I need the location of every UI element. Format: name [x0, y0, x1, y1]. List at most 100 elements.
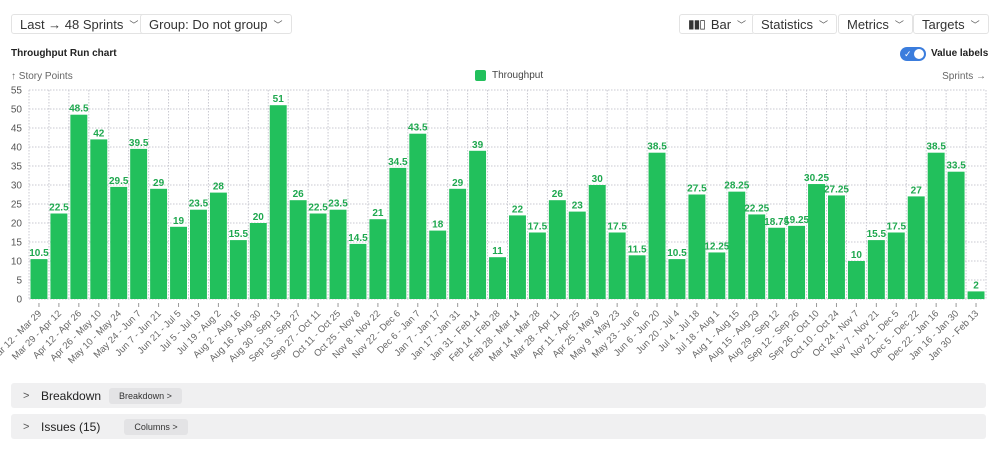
bar — [429, 230, 447, 299]
y-tick-label: 10 — [11, 257, 23, 268]
bar-value-label: 20 — [253, 212, 265, 223]
bar — [907, 196, 925, 299]
bar-value-label: 29 — [153, 178, 165, 189]
bar — [947, 171, 965, 299]
chart-title: Throughput Run chart — [11, 48, 117, 59]
bar — [548, 200, 566, 299]
statistics-label: Statistics — [761, 16, 814, 32]
chart-type-dropdown[interactable]: ▮▮▯ Bar ﹀ — [679, 14, 756, 34]
bar — [748, 214, 766, 299]
bar — [389, 167, 407, 299]
bar — [648, 152, 666, 299]
bar — [967, 291, 985, 299]
bar — [30, 259, 48, 299]
x-axis-label: Sprints → — [942, 71, 986, 82]
bar — [509, 215, 526, 299]
bar-value-label: 22.25 — [744, 203, 769, 214]
targets-label: Targets — [922, 16, 965, 32]
bar — [50, 213, 68, 299]
bar — [768, 227, 786, 299]
bar — [150, 188, 168, 299]
bar — [269, 105, 287, 299]
bar-value-label: 27.25 — [824, 184, 849, 195]
bar-value-label: 39 — [472, 140, 484, 151]
issues-section[interactable]: > Issues (15) Columns > — [11, 414, 986, 439]
bar-value-label: 22 — [512, 204, 524, 215]
y-tick-label: 0 — [16, 295, 22, 306]
y-tick-label: 5 — [16, 276, 22, 287]
bar-value-label: 17.5 — [528, 222, 548, 233]
breakdown-section[interactable]: > Breakdown Breakdown > — [11, 383, 986, 408]
section-title: Issues (15) — [41, 419, 101, 434]
value-labels-label: Value labels — [931, 48, 989, 59]
bar-value-label: 19 — [173, 216, 185, 227]
button-label: Breakdown — [119, 390, 165, 401]
bar — [688, 194, 706, 299]
group-label: Group: Do not group — [149, 16, 268, 32]
bar — [568, 211, 586, 299]
bar-value-label: 39.5 — [129, 138, 149, 149]
bar — [788, 225, 806, 299]
bar-value-label: 23.5 — [328, 199, 348, 210]
bar — [608, 232, 626, 299]
bar — [309, 213, 327, 299]
bar — [209, 192, 227, 299]
y-axis-label: ↑ Story Points — [11, 71, 73, 82]
check-icon: ✓ — [904, 49, 912, 59]
bar — [449, 188, 467, 299]
bar-value-label: 38.5 — [926, 142, 946, 153]
sprint-range-dropdown[interactable]: Last → 48 Sprints ﹀ — [11, 14, 148, 34]
bar — [469, 150, 487, 299]
bar — [708, 252, 726, 299]
bar-value-label: 12.25 — [704, 241, 729, 252]
columns-button[interactable]: Columns > — [124, 418, 188, 435]
chevron-right-icon: > — [23, 389, 30, 402]
legend[interactable]: Throughput — [475, 70, 543, 81]
y-tick-label: 40 — [11, 143, 23, 154]
bar-value-label: 18.75 — [764, 217, 789, 228]
bar — [369, 219, 387, 299]
y-tick-label: 30 — [11, 181, 23, 192]
chart-type-label: Bar — [710, 16, 732, 32]
bar-value-label: 33.5 — [946, 161, 966, 172]
section-title: Breakdown — [41, 388, 102, 403]
bar-value-label: 28 — [213, 182, 225, 193]
chevron-down-icon: ﹀ — [819, 19, 829, 30]
bar-value-label: 23 — [572, 201, 584, 212]
bar-value-label: 26 — [552, 189, 564, 200]
chevron-right-icon: > — [23, 420, 30, 433]
bar — [70, 114, 88, 299]
bar-value-label: 51 — [273, 94, 285, 105]
bar-value-label: 10.5 — [29, 248, 49, 259]
bar-value-label: 38.5 — [647, 142, 667, 153]
y-tick-label: 50 — [11, 105, 23, 116]
bar — [90, 139, 108, 299]
bar — [828, 195, 845, 299]
bar — [409, 133, 427, 299]
value-labels-toggle[interactable]: ✓ — [900, 47, 926, 61]
metrics-dropdown[interactable]: Metrics ﹀ — [838, 14, 913, 34]
chevron-down-icon: ﹀ — [894, 19, 904, 30]
bar-value-label: 18 — [432, 220, 444, 231]
breakdown-button[interactable]: Breakdown > — [109, 387, 182, 404]
bar — [489, 257, 506, 299]
button-label: Columns — [134, 421, 170, 432]
bar — [887, 232, 905, 299]
bar-value-label: 30 — [592, 174, 604, 185]
bar-value-label: 17.5 — [607, 222, 627, 233]
legend-swatch — [475, 70, 486, 81]
bar-value-label: 15.5 — [229, 229, 249, 240]
targets-dropdown[interactable]: Targets ﹀ — [913, 14, 989, 34]
bar — [329, 209, 347, 299]
bar — [229, 240, 247, 299]
bar-value-label: 19.25 — [784, 215, 809, 226]
bar-value-label: 26 — [293, 189, 305, 200]
bar-value-label: 48.5 — [69, 104, 89, 115]
bar-chart-icon: ▮▮▯ — [688, 17, 706, 31]
bar — [349, 243, 367, 299]
bar-value-label: 21 — [372, 208, 384, 219]
statistics-dropdown[interactable]: Statistics ﹀ — [752, 14, 838, 34]
group-dropdown[interactable]: Group: Do not group ﹀ — [140, 14, 292, 34]
bar-value-label: 15.5 — [867, 229, 887, 240]
